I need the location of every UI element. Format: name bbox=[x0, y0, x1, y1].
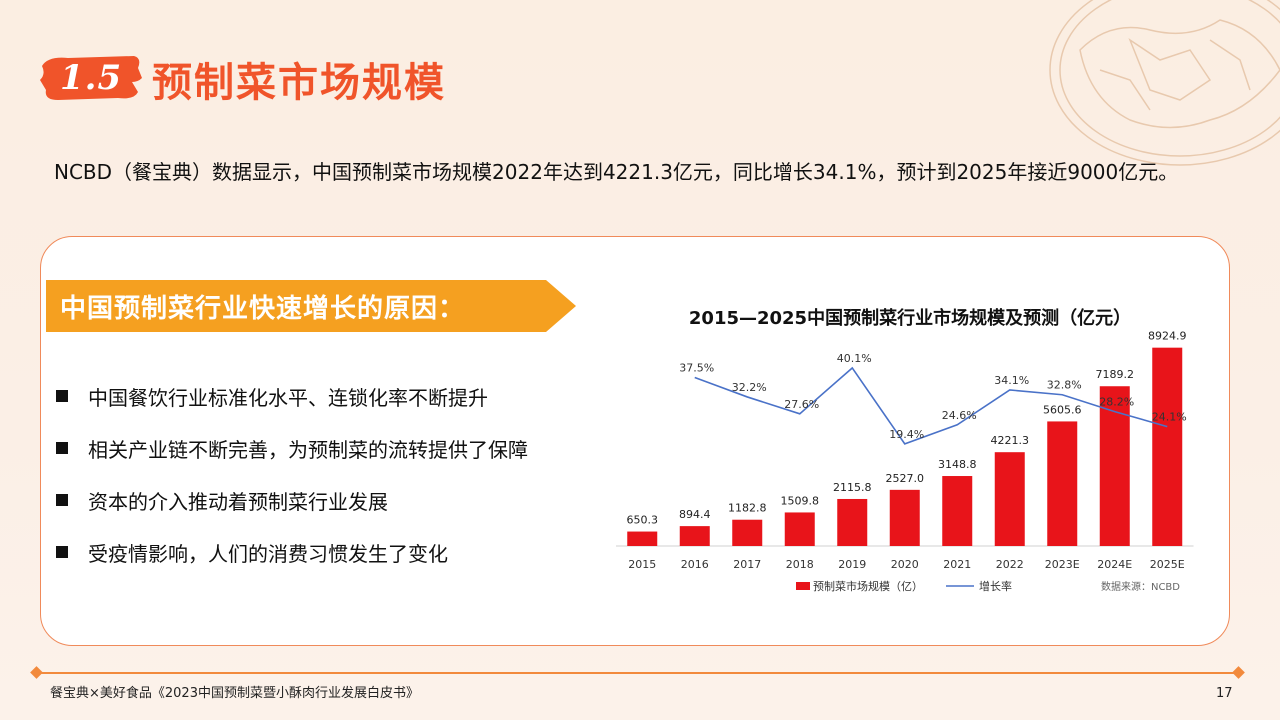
reason-text: 中国餐饮行业标准化水平、连锁化率不断提升 bbox=[88, 385, 488, 410]
bar bbox=[732, 519, 763, 546]
legend-bar-swatch bbox=[796, 582, 810, 590]
list-item: 相关产业链不断完善，为预制菜的流转提供了保障 bbox=[56, 422, 528, 474]
bar-value-label: 1509.8 bbox=[781, 494, 820, 507]
section-number: 1.5 bbox=[60, 58, 123, 98]
market-size-chart: 2015—2025中国预制菜行业市场规模及预测（亿元） 650.3 2015 894.… bbox=[600, 290, 1220, 610]
list-item: 中国餐饮行业标准化水平、连锁化率不断提升 bbox=[56, 370, 528, 422]
bar bbox=[1152, 347, 1183, 546]
bar-value-label: 7189.2 bbox=[1096, 368, 1135, 381]
reason-text: 相关产业链不断完善，为预制菜的流转提供了保障 bbox=[88, 437, 528, 462]
section-number-badge: 1.5 bbox=[38, 52, 144, 104]
x-tick-label: 2021 bbox=[943, 558, 971, 571]
legend-bar-label: 预制菜市场规模（亿） bbox=[813, 579, 923, 593]
x-tick-label: 2019 bbox=[838, 558, 866, 571]
x-tick-label: 2022 bbox=[996, 558, 1024, 571]
line-value-label: 28.2% bbox=[1099, 396, 1134, 409]
x-tick-label: 2020 bbox=[891, 558, 919, 571]
footer-diamond-right-icon bbox=[1232, 666, 1245, 679]
bar-value-label: 1182.8 bbox=[728, 502, 767, 515]
bar bbox=[1099, 386, 1130, 546]
bullet-square-icon bbox=[56, 546, 68, 558]
bullet-square-icon bbox=[56, 442, 68, 454]
bar-value-label: 2115.8 bbox=[833, 481, 872, 494]
bullet-square-icon bbox=[56, 494, 68, 506]
line-value-label: 19.4% bbox=[889, 428, 924, 441]
bar-value-label: 3148.8 bbox=[938, 458, 977, 471]
line-value-label: 34.1% bbox=[994, 374, 1029, 387]
growth-rate-line bbox=[694, 366, 1168, 445]
bar bbox=[679, 526, 710, 546]
bar bbox=[784, 512, 815, 546]
chart-title: 2015—2025中国预制菜行业市场规模及预测（亿元） bbox=[689, 307, 1131, 329]
x-tick-label: 2017 bbox=[733, 558, 761, 571]
line-value-label: 32.8% bbox=[1047, 379, 1082, 392]
bar bbox=[837, 498, 868, 546]
bullet-square-icon bbox=[56, 390, 68, 402]
list-item: 资本的介入推动着预制菜行业发展 bbox=[56, 474, 528, 526]
list-item: 受疫情影响，人们的消费习惯发生了变化 bbox=[56, 526, 528, 578]
reasons-list: 中国餐饮行业标准化水平、连锁化率不断提升 相关产业链不断完善，为预制菜的流转提供… bbox=[56, 370, 528, 578]
bar-value-label: 2527.0 bbox=[886, 472, 925, 485]
line-value-label: 32.2% bbox=[732, 381, 767, 394]
page-number: 17 bbox=[1216, 686, 1233, 701]
footer-diamond-left-icon bbox=[30, 666, 43, 679]
chart-source-note: 数据来源：NCBD bbox=[1101, 580, 1180, 593]
reason-text: 受疫情影响，人们的消费习惯发生了变化 bbox=[88, 541, 448, 566]
intro-text: NCBD（餐宝典）数据显示，中国预制菜市场规模2022年达到4221.3亿元，同… bbox=[54, 160, 1179, 184]
bar-value-label: 4221.3 bbox=[991, 434, 1030, 447]
line-value-label: 37.5% bbox=[679, 362, 714, 375]
bar bbox=[942, 476, 973, 546]
bar-value-label: 8924.9 bbox=[1148, 330, 1187, 343]
x-tick-label: 2023E bbox=[1045, 558, 1080, 571]
x-tick-label: 2018 bbox=[786, 558, 814, 571]
x-tick-label: 2025E bbox=[1150, 558, 1185, 571]
page-title: 预制菜市场规模 bbox=[152, 59, 446, 106]
line-value-label: 24.1% bbox=[1152, 411, 1187, 424]
line-value-label: 27.6% bbox=[784, 398, 819, 411]
reasons-title: 中国预制菜行业快速增长的原因： bbox=[60, 294, 466, 324]
bar bbox=[627, 531, 658, 546]
line-value-label: 24.6% bbox=[942, 409, 977, 422]
x-tick-label: 2016 bbox=[681, 558, 709, 571]
x-tick-label: 2015 bbox=[628, 558, 656, 571]
chart-svg: 2015—2025中国预制菜行业市场规模及预测（亿元） 650.3 2015 894.… bbox=[616, 307, 1194, 593]
reason-text: 资本的介入推动着预制菜行业发展 bbox=[88, 489, 388, 514]
footer-source: 餐宝典×美好食品《2023中国预制菜暨小酥肉行业发展白皮书》 bbox=[50, 686, 419, 701]
x-tick-label: 2024E bbox=[1097, 558, 1132, 571]
reasons-banner: 中国预制菜行业快速增长的原因： bbox=[46, 280, 576, 332]
bar bbox=[1047, 421, 1078, 546]
legend-line-label: 增长率 bbox=[979, 579, 1012, 593]
bar-value-label: 894.4 bbox=[679, 508, 711, 521]
line-value-label: 40.1% bbox=[837, 352, 872, 365]
bar-value-label: 650.3 bbox=[627, 514, 659, 527]
bar bbox=[889, 489, 920, 546]
footer-divider bbox=[36, 672, 1240, 674]
bar bbox=[994, 452, 1025, 546]
bar-value-label: 5605.6 bbox=[1043, 403, 1082, 416]
